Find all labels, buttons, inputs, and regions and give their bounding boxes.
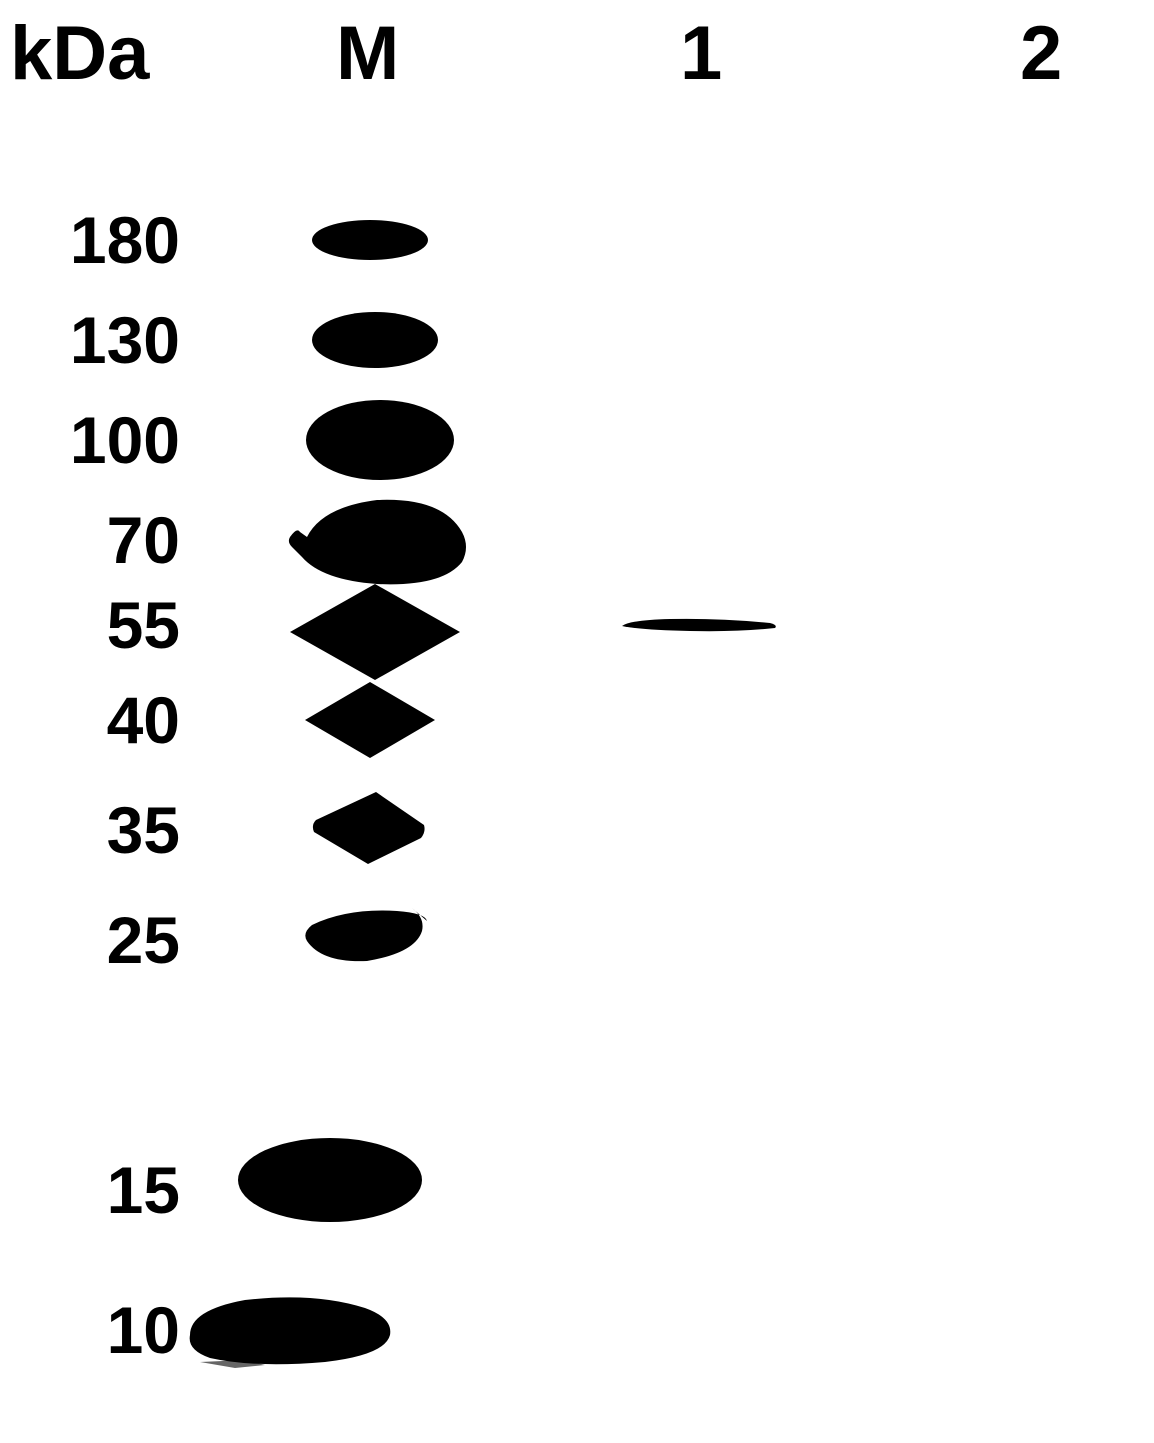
marker-band-35 [306,790,430,866]
marker-band-55 [285,582,465,682]
weight-10: 10 [107,1292,180,1368]
lane-label-1: 1 [680,10,722,97]
weight-55: 55 [107,587,180,663]
marker-band-10 [185,1290,395,1370]
marker-band-40 [300,680,440,760]
weight-70: 70 [107,502,180,578]
marker-band-100 [304,398,456,482]
gel-image: kDa M 1 2 180 130 100 70 55 40 35 25 15 … [0,0,1154,1443]
weight-25: 25 [107,902,180,978]
marker-band-180 [310,218,430,262]
lane-label-M: M [336,10,399,97]
marker-band-15 [235,1135,425,1225]
lane-label-2: 2 [1020,10,1062,97]
unit-label: kDa [10,10,149,97]
weight-35: 35 [107,792,180,868]
weight-100: 100 [70,402,180,478]
marker-band-130 [310,310,440,370]
weight-130: 130 [70,302,180,378]
weight-180: 180 [70,202,180,278]
weight-15: 15 [107,1152,180,1228]
weight-40: 40 [107,682,180,758]
marker-band-25 [297,903,433,967]
sample-band-lane1 [620,616,780,634]
marker-band-70 [282,492,472,592]
